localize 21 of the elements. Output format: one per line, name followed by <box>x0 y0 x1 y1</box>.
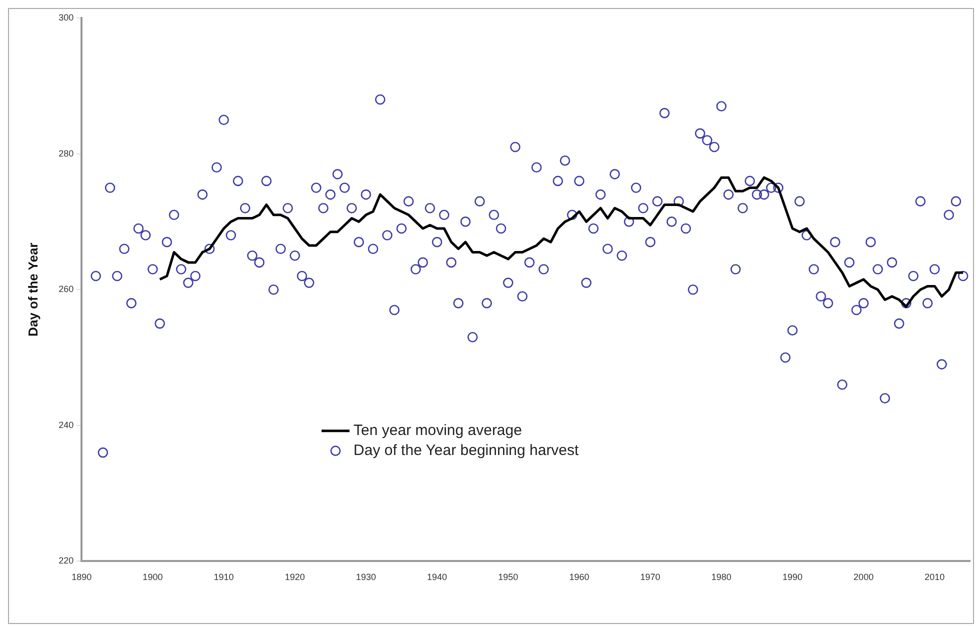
x-tick-label: 1930 <box>356 572 376 582</box>
x-tick-label: 1900 <box>142 572 163 582</box>
y-tick-label: 260 <box>58 284 74 294</box>
x-tick-label: 1990 <box>782 572 802 582</box>
x-tick-label: 1970 <box>640 572 660 582</box>
y-tick-label: 220 <box>58 556 74 566</box>
x-tick-label: 2010 <box>924 572 945 582</box>
y-tick-label: 280 <box>58 148 74 158</box>
legend-label: Day of the Year beginning harvest <box>354 442 580 459</box>
x-tick-label: 1890 <box>72 572 92 582</box>
x-tick-label: 1960 <box>569 572 590 582</box>
x-tick-label: 1910 <box>214 572 234 582</box>
y-axis-title: Day of the Year <box>25 242 40 336</box>
legend-label: Ten year moving average <box>354 422 522 439</box>
x-tick-label: 1920 <box>284 572 305 582</box>
x-tick-label: 1950 <box>498 572 518 582</box>
x-tick-label: 2000 <box>854 572 874 582</box>
y-tick-label: 300 <box>58 12 74 22</box>
x-tick-label: 1980 <box>711 572 732 582</box>
y-tick-label: 240 <box>58 420 74 430</box>
x-tick-label: 1940 <box>427 572 448 582</box>
